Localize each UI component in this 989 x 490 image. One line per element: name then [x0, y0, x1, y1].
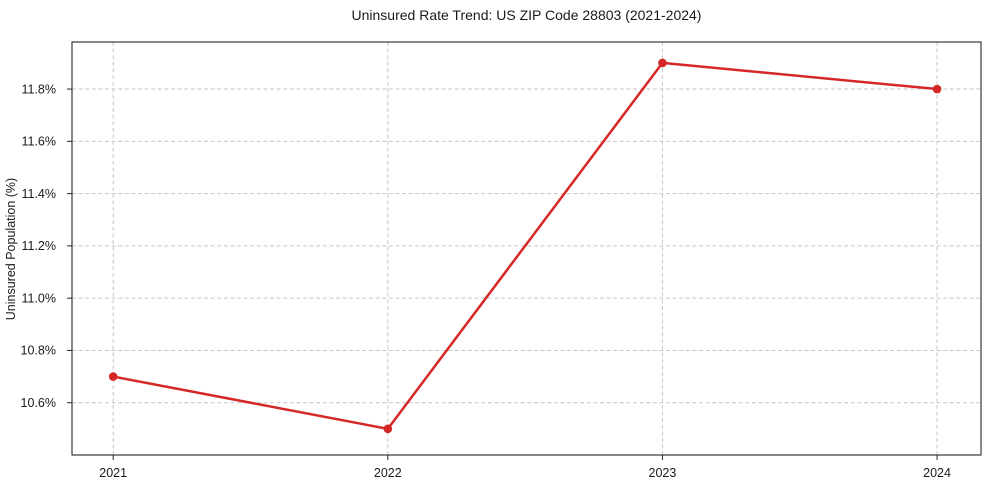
axes-layer: 10.6% 10.8% 11.0% 11.2% 11.4% 11.6% 11.8% 2021 2…: [21, 41, 982, 480]
y-tick-label: 11.2%: [21, 239, 56, 253]
y-tick-label: 11.6%: [21, 135, 56, 149]
plot-frame: [71, 41, 982, 456]
x-tick-label: 2022: [374, 466, 402, 480]
y-tick-label: 11.8%: [21, 82, 56, 96]
x-tick-label: 2023: [649, 466, 677, 480]
data-point: [383, 424, 393, 434]
x-tick-label: 2021: [99, 466, 127, 480]
x-tick-label: 2024: [923, 466, 951, 480]
y-tick-label: 11.4%: [21, 187, 56, 201]
trend-line: [111, 61, 939, 431]
grid-layer: [72, 42, 981, 455]
chart-title: Uninsured Rate Trend: US ZIP Code 28803 …: [351, 7, 702, 23]
data-point: [108, 372, 118, 381]
data-point: [932, 84, 942, 94]
y-tick-label: 10.8%: [21, 344, 56, 358]
y-tick-label: 11.0%: [21, 291, 56, 305]
data-point: [658, 58, 667, 68]
series-layer: [108, 58, 942, 434]
y-tick-label: 10.6%: [21, 396, 56, 410]
